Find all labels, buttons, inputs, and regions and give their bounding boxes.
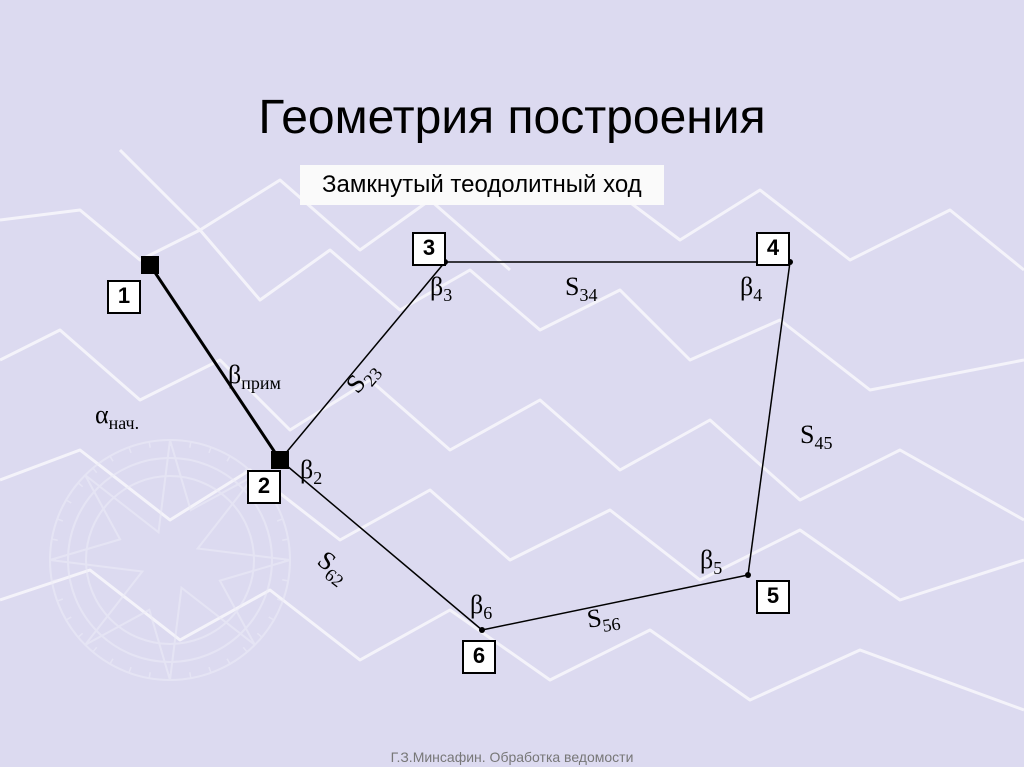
node-marker-1: [141, 256, 159, 274]
footer-text: Г.З.Минсафин. Обработка ведомости: [0, 749, 1024, 765]
node-box-1: 1: [107, 280, 141, 314]
label-beta5: β5: [700, 545, 722, 579]
label-beta3: β3: [430, 272, 452, 306]
compass-rose: [40, 430, 300, 690]
label-s34: S34: [565, 272, 597, 306]
label-beta_prim: βприм: [228, 360, 281, 394]
node-box-2: 2: [247, 470, 281, 504]
label-beta4: β4: [740, 272, 762, 306]
label-alpha_nach: αнач.: [95, 400, 139, 434]
label-beta2: β2: [300, 455, 322, 489]
node-marker-2: [271, 451, 289, 469]
label-s45: S45: [800, 420, 832, 454]
diagram-canvas: Геометрия построения Замкнутый теодолитн…: [0, 0, 1024, 767]
node-box-3: 3: [412, 232, 446, 266]
subtitle: Замкнутый теодолитный ход: [300, 165, 664, 205]
label-s56: S56: [585, 600, 622, 638]
label-beta6: β6: [470, 590, 492, 624]
node-box-6: 6: [462, 640, 496, 674]
page-title: Геометрия построения: [0, 90, 1024, 145]
node-box-5: 5: [756, 580, 790, 614]
node-box-4: 4: [756, 232, 790, 266]
